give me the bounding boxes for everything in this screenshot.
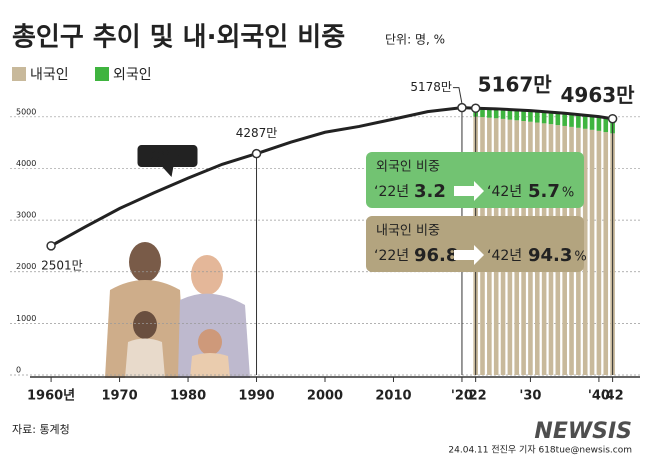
- legend-swatch: [12, 67, 26, 81]
- leader: [452, 87, 463, 104]
- bar-segment: [500, 109, 506, 119]
- watermark: NEWSIS: [534, 419, 632, 444]
- bar-segment: [521, 110, 526, 122]
- unit-note: 단위: 명, %: [385, 33, 445, 47]
- legend-label: 내국인: [30, 67, 69, 83]
- x-tick-label: '30: [519, 389, 541, 404]
- y-tick-label: 3000: [16, 211, 36, 220]
- x-tick-label: '20: [451, 389, 473, 404]
- source: 자료: 통계청: [12, 423, 70, 436]
- bar-segment: [582, 128, 588, 375]
- x-tick-label: 2010: [375, 389, 411, 404]
- share-to-label: ‘42년: [487, 248, 522, 264]
- value-label: 2501만: [41, 258, 83, 272]
- legend-swatch: [95, 67, 109, 81]
- x-tick-label: 1960년: [27, 389, 75, 404]
- share-box: [366, 216, 584, 272]
- y-tick-label: 0: [16, 366, 21, 375]
- bar-segment: [555, 112, 561, 126]
- chart-title: 총인구 추이 및 내·외국인 비중: [12, 23, 345, 53]
- credit: 24.04.11 전진우 기자 618tue@newsis.com: [448, 445, 632, 456]
- share-box: [366, 152, 584, 208]
- value-label: 5167만: [478, 73, 553, 97]
- bar-segment: [576, 114, 581, 128]
- point: [251, 148, 262, 159]
- share-unit: %: [562, 186, 574, 201]
- line-label-pointer: [161, 166, 174, 178]
- x-tick-label: '40: [588, 389, 610, 404]
- legend-label: 외국인: [113, 67, 152, 83]
- bar-segment: [548, 112, 554, 125]
- share-title: 내국인 비중: [376, 224, 440, 239]
- bar-segment: [569, 113, 574, 127]
- share-from: 96.8: [414, 245, 458, 266]
- line: [50, 106, 613, 248]
- bar-segment: [487, 108, 492, 118]
- point: [457, 102, 467, 113]
- y-tick-label: 5000: [16, 107, 36, 116]
- x-tick-label: 2000: [307, 389, 343, 404]
- bar-segment: [603, 117, 609, 133]
- share-to: 94.3: [528, 245, 572, 266]
- bar-segment: [514, 109, 520, 121]
- point: [46, 241, 56, 251]
- share-arrow: [454, 245, 484, 265]
- value-label: 4287만: [236, 126, 278, 140]
- value-label: 5178만: [410, 80, 452, 94]
- bar-segment: [596, 130, 602, 375]
- bar-segment: [603, 132, 609, 375]
- x-tick-label: 1970: [101, 389, 137, 404]
- bar-segment: [596, 116, 602, 131]
- share-arrow: [454, 181, 484, 201]
- point: [470, 103, 481, 113]
- share-to: 5.7: [528, 181, 560, 202]
- line-label: 총인구: [150, 149, 186, 164]
- bar-segment: [562, 113, 567, 126]
- share-title: 외국인 비중: [376, 160, 440, 175]
- x-tick-label: 1980: [170, 389, 206, 404]
- point: [607, 113, 618, 124]
- share-to-label: ‘42년: [487, 184, 522, 200]
- share-from-label: ‘22년: [374, 184, 409, 200]
- bar-segment: [534, 111, 540, 123]
- bar-segment: [507, 109, 513, 120]
- bar-segment: [528, 110, 533, 122]
- share-from: 3.2: [414, 181, 446, 202]
- share-unit: %: [574, 250, 586, 265]
- bar-segment: [541, 111, 547, 124]
- x-tick-label: '42: [602, 389, 624, 404]
- value-label: 4963만: [561, 83, 636, 107]
- bar-segment: [480, 108, 485, 118]
- bar-segment: [493, 108, 499, 119]
- illustration: [105, 242, 250, 378]
- line-label-box: [137, 145, 198, 168]
- x-tick-label: 1990: [238, 389, 274, 404]
- bar-segment: [582, 115, 588, 129]
- bar-segment: [589, 115, 595, 130]
- bar-segment: [589, 129, 595, 375]
- y-tick-label: 4000: [16, 159, 36, 168]
- y-tick-label: 1000: [16, 314, 36, 323]
- y-tick-label: 2000: [16, 262, 36, 271]
- x-tick-label: '22: [465, 389, 487, 404]
- share-from-label: ‘22년: [374, 248, 409, 264]
